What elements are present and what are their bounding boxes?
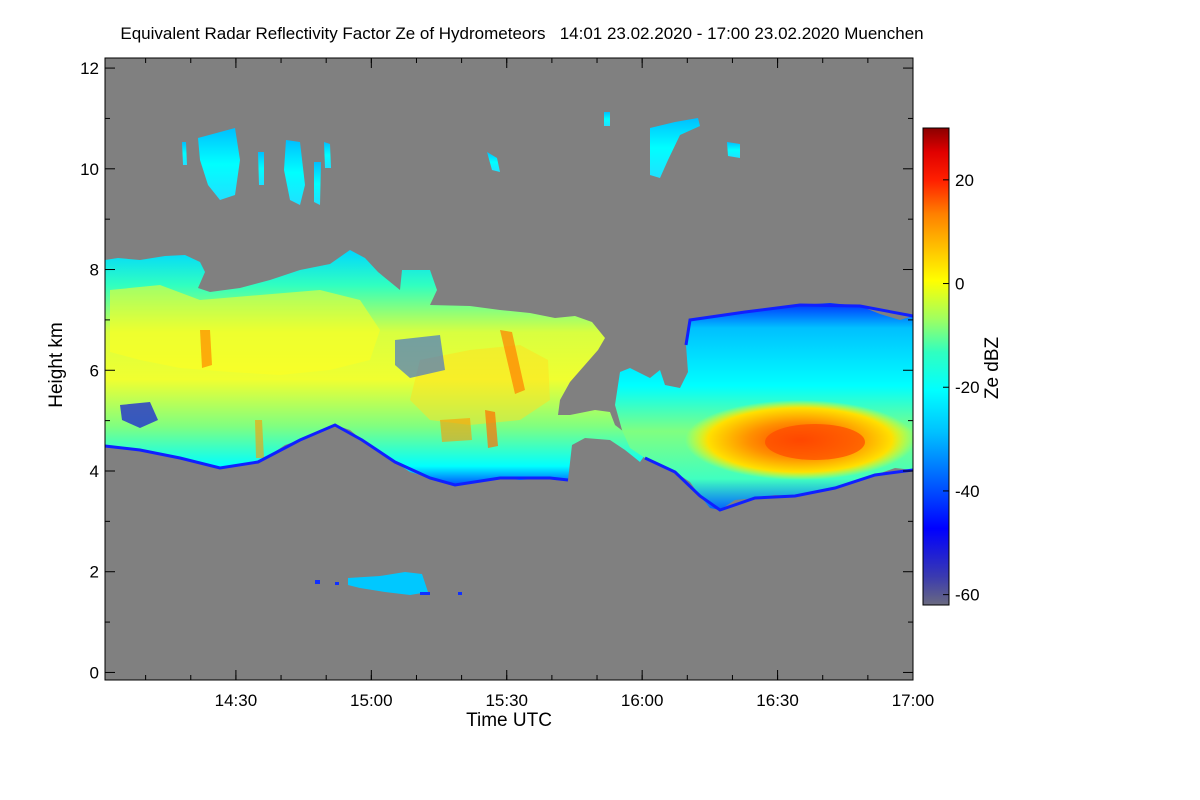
- cirrus-patch-6: [324, 142, 331, 168]
- colorbar-label: Ze dBZ: [982, 336, 1003, 399]
- y-axis: 0 2 4 6 8 10 12: [80, 59, 913, 682]
- blue-patch-west: [120, 402, 158, 428]
- low-echo-patch: [348, 572, 428, 595]
- x-tick-label: 16:30: [756, 691, 799, 710]
- colorbar-tick-label: -40: [955, 482, 980, 501]
- x-tick-label: 14:30: [215, 691, 258, 710]
- y-axis-label: Height km: [46, 322, 67, 408]
- y-tick-label: 10: [80, 160, 99, 179]
- colorbar-tick-label: -20: [955, 378, 980, 397]
- yellow-band-west: [110, 285, 380, 375]
- y-tick-label: 12: [80, 59, 99, 78]
- x-tick-label: 16:00: [621, 691, 664, 710]
- cirrus-patch-5: [314, 162, 321, 205]
- colorbar-tick-label: 0: [955, 275, 964, 294]
- y-tick-label: 0: [90, 663, 99, 682]
- colorbar-tick-label: 20: [955, 171, 974, 190]
- cirrus-patch-8: [727, 142, 740, 158]
- colorbar-tick-label: -60: [955, 586, 980, 605]
- orange-streak-3: [485, 410, 498, 448]
- orange-streak-1: [200, 330, 212, 368]
- x-axis: 14:30 15:00 15:30 16:00 16:30 17:00: [145, 58, 935, 710]
- blue-patch-center: [395, 335, 445, 378]
- cloud-base-edge-east: [644, 456, 914, 512]
- cirrus-patch-9: [604, 112, 610, 126]
- y-tick-label: 8: [90, 261, 99, 280]
- cirrus-patch-1: [198, 128, 240, 200]
- orange-streak-4: [255, 420, 264, 458]
- cirrus-patch-3: [182, 142, 187, 165]
- x-tick-label: 15:00: [350, 691, 393, 710]
- colorbar-axis: 20 0 -20 -40 -60: [943, 171, 980, 605]
- cirrus-patches: [182, 112, 740, 205]
- cirrus-patch-7: [650, 118, 700, 178]
- colorbar: [922, 127, 950, 606]
- chart-title: Equivalent Radar Reflectivity Factor Ze …: [120, 24, 923, 43]
- orange-streak-2: [500, 330, 525, 394]
- orange-streak-5: [440, 418, 472, 442]
- x-tick-label: 17:00: [892, 691, 935, 710]
- cirrus-patch-10: [487, 152, 500, 172]
- cirrus-patch-4: [258, 152, 264, 185]
- x-tick-label: 15:30: [485, 691, 528, 710]
- y-tick-label: 4: [90, 462, 99, 481]
- y-tick-label: 6: [90, 361, 99, 380]
- x-axis-label: Time UTC: [466, 710, 552, 731]
- y-tick-label: 2: [90, 563, 99, 582]
- cirrus-patch-2: [284, 140, 305, 205]
- cloud-base-edge: [104, 423, 569, 487]
- plot-frame: [104, 57, 914, 681]
- low-level-echo: [315, 572, 462, 595]
- strong-echo-core-inner: [765, 424, 865, 460]
- cloud-top-edge-east: [684, 303, 914, 346]
